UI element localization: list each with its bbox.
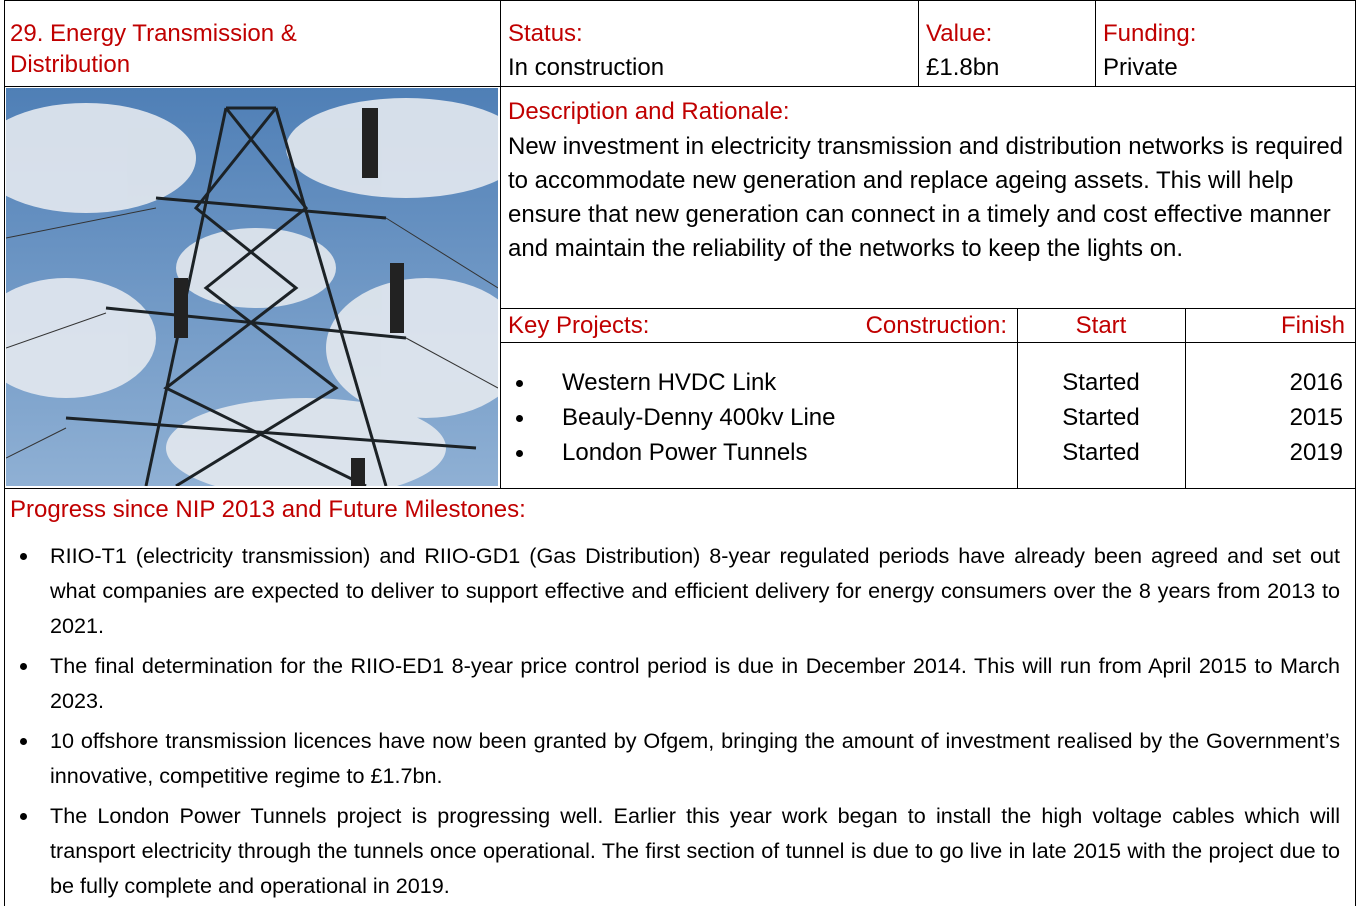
key-projects-list: Western HVDC Link Beauly-Denny 400kv Line… bbox=[510, 365, 1010, 470]
description-text: New investment in electricity transmissi… bbox=[508, 133, 1344, 262]
project-finish: 2015 bbox=[1289, 404, 1343, 431]
project-title: 29. Energy Transmission & Distribution bbox=[10, 20, 297, 78]
project-name: Western HVDC Link bbox=[510, 365, 1010, 400]
finish-header: Finish bbox=[1280, 312, 1345, 339]
value: £1.8bn bbox=[926, 54, 1000, 81]
project-start: Started bbox=[1062, 369, 1140, 396]
progress-heading: Progress since NIP 2013 and Future Miles… bbox=[10, 496, 526, 523]
progress-bullet: RIIO-T1 (electricity transmission) and R… bbox=[6, 538, 1340, 643]
funding: Private bbox=[1103, 54, 1178, 81]
progress-bullet: The London Power Tunnels project is prog… bbox=[6, 798, 1340, 903]
project-start: Started bbox=[1062, 439, 1140, 466]
start-column: Started Started Started bbox=[1017, 365, 1185, 470]
status-label: Status: bbox=[508, 20, 583, 47]
description-heading: Description and Rationale: bbox=[508, 98, 790, 125]
project-name: London Power Tunnels bbox=[510, 435, 1010, 470]
finish-column: 2016 2015 2019 bbox=[1185, 365, 1343, 470]
key-projects-header: Key Projects: bbox=[508, 312, 650, 339]
progress-bullet: The final determination for the RIIO-ED1… bbox=[6, 648, 1340, 718]
progress-bullet: 10 offshore transmission licences have n… bbox=[6, 723, 1340, 793]
status: In construction bbox=[508, 54, 665, 81]
project-name: Beauly-Denny 400kv Line bbox=[510, 400, 1010, 435]
project-finish: 2016 bbox=[1289, 369, 1343, 396]
project-finish: 2019 bbox=[1289, 439, 1343, 466]
project-start: Started bbox=[1062, 404, 1140, 431]
start-header: Start bbox=[1075, 312, 1127, 339]
pylon-photo bbox=[6, 88, 498, 486]
progress-list: RIIO-T1 (electricity transmission) and R… bbox=[6, 538, 1340, 906]
value-label: Value: bbox=[926, 20, 993, 47]
construction-header: Construction: bbox=[865, 312, 1007, 339]
funding-label: Funding: bbox=[1103, 20, 1197, 47]
